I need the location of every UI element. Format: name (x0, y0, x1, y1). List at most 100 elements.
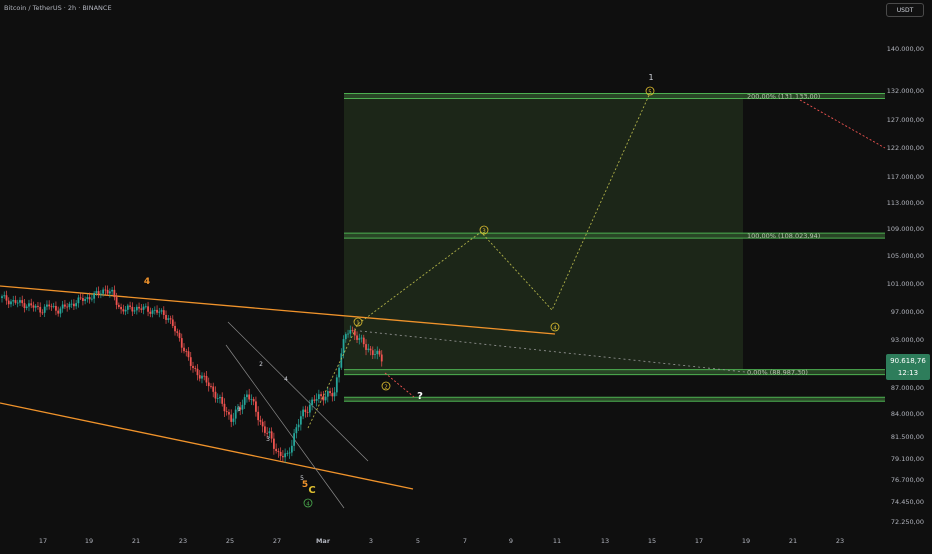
time-tick-label: 17 (39, 537, 47, 545)
candle-body (77, 297, 80, 304)
candle-body (135, 306, 138, 311)
candle-body (261, 421, 264, 427)
candle-body (167, 318, 170, 320)
candle-body (99, 293, 102, 295)
candle-body (212, 386, 215, 392)
candle-body (241, 404, 244, 410)
wave-circle (303, 498, 313, 508)
time-tick-label: 9 (509, 537, 513, 545)
wave-label: 5 (302, 480, 308, 490)
candle-body (214, 391, 217, 399)
candle-body (344, 334, 347, 340)
wave-label: 4 (553, 326, 557, 332)
candle-body (203, 375, 206, 377)
candle-body (194, 368, 197, 369)
candle-body (39, 306, 42, 313)
fib-level-label: 200,00% (131.133,00) (747, 93, 820, 101)
candle-body (183, 347, 185, 352)
candle-body (324, 396, 327, 401)
candle-body (187, 351, 190, 358)
wave-label: 4 (306, 502, 310, 508)
candle-body (297, 424, 300, 428)
candle-body (196, 368, 199, 376)
price-tick-label: 76.700,00 (891, 476, 924, 484)
candle-body (23, 303, 26, 309)
candle-body (349, 330, 352, 334)
fib-zone (344, 93, 743, 373)
candle-body (286, 452, 289, 454)
candle-body (43, 306, 46, 313)
wave-circle (645, 86, 655, 96)
price-tick-label: 84.000,00 (891, 410, 924, 418)
candle-body (275, 448, 278, 452)
wave-label: 5 (648, 90, 652, 96)
fib-level-band (344, 93, 885, 99)
candle-body (133, 310, 136, 312)
candle-body (369, 348, 372, 351)
candle-body (185, 351, 188, 352)
candle-body (272, 438, 275, 449)
candle-body (360, 337, 363, 339)
time-tick-label: 19 (85, 537, 93, 545)
wave-label: 3 (482, 229, 486, 235)
candle-body (120, 306, 122, 310)
candle-body (88, 297, 91, 300)
candle-body (189, 357, 192, 366)
candle-body (174, 325, 176, 332)
candle-body (140, 308, 143, 310)
candle-body (237, 407, 239, 410)
projection-path (307, 92, 651, 429)
candle-body (178, 332, 181, 339)
candle-body (64, 304, 66, 307)
candle-body (347, 333, 349, 335)
projection-path (799, 99, 886, 149)
candle-body (284, 453, 287, 458)
candle-body (266, 432, 269, 434)
wave-circle (381, 381, 391, 391)
time-tick-label: 3 (369, 537, 373, 545)
candle-body (144, 306, 147, 308)
candle-body (205, 375, 208, 383)
candle-body (232, 418, 235, 422)
candle-body (1, 296, 3, 298)
candle-body (70, 303, 73, 305)
time-tick-label: 17 (695, 537, 703, 545)
candle-body (55, 306, 57, 311)
wave-label: 1 (648, 73, 653, 82)
candle-body (335, 377, 338, 393)
candle-body (5, 295, 8, 301)
time-tick-label: 25 (226, 537, 234, 545)
wave-label: 2 (259, 361, 263, 368)
wave-label: 3 (266, 436, 270, 443)
candle-body (122, 309, 125, 312)
wave-label: 2 (384, 385, 388, 391)
candle-body (84, 299, 87, 301)
candle-body (90, 298, 93, 300)
time-tick-label: 13 (601, 537, 609, 545)
candle-body (304, 409, 307, 413)
current-price-tag: 90.618,76 12:13 (886, 354, 930, 380)
candle-body (259, 420, 262, 422)
candle-body (111, 289, 114, 292)
fib-level-band (344, 369, 885, 375)
fib-level-label: 0,00% (88.987,30) (747, 369, 808, 377)
candle-body (246, 394, 248, 398)
currency-button[interactable]: USDT (886, 3, 924, 17)
candle-body (37, 305, 39, 307)
candle-body (326, 391, 329, 397)
lower-trendline (0, 402, 414, 490)
candle-body (149, 311, 152, 314)
candle-body (138, 306, 140, 309)
candle-body (156, 309, 158, 313)
candle-body (57, 310, 60, 314)
time-tick-label: 23 (836, 537, 844, 545)
candle-body (219, 396, 221, 399)
candle-body (311, 399, 313, 405)
time-tick-label: 21 (132, 537, 140, 545)
time-tick-label: 5 (416, 537, 420, 545)
price-tick-label: 140.000,00 (887, 45, 924, 53)
candle-body (302, 409, 305, 417)
candle-body (293, 433, 296, 446)
fib-level-label: 100,00% (108.023,94) (747, 232, 820, 240)
